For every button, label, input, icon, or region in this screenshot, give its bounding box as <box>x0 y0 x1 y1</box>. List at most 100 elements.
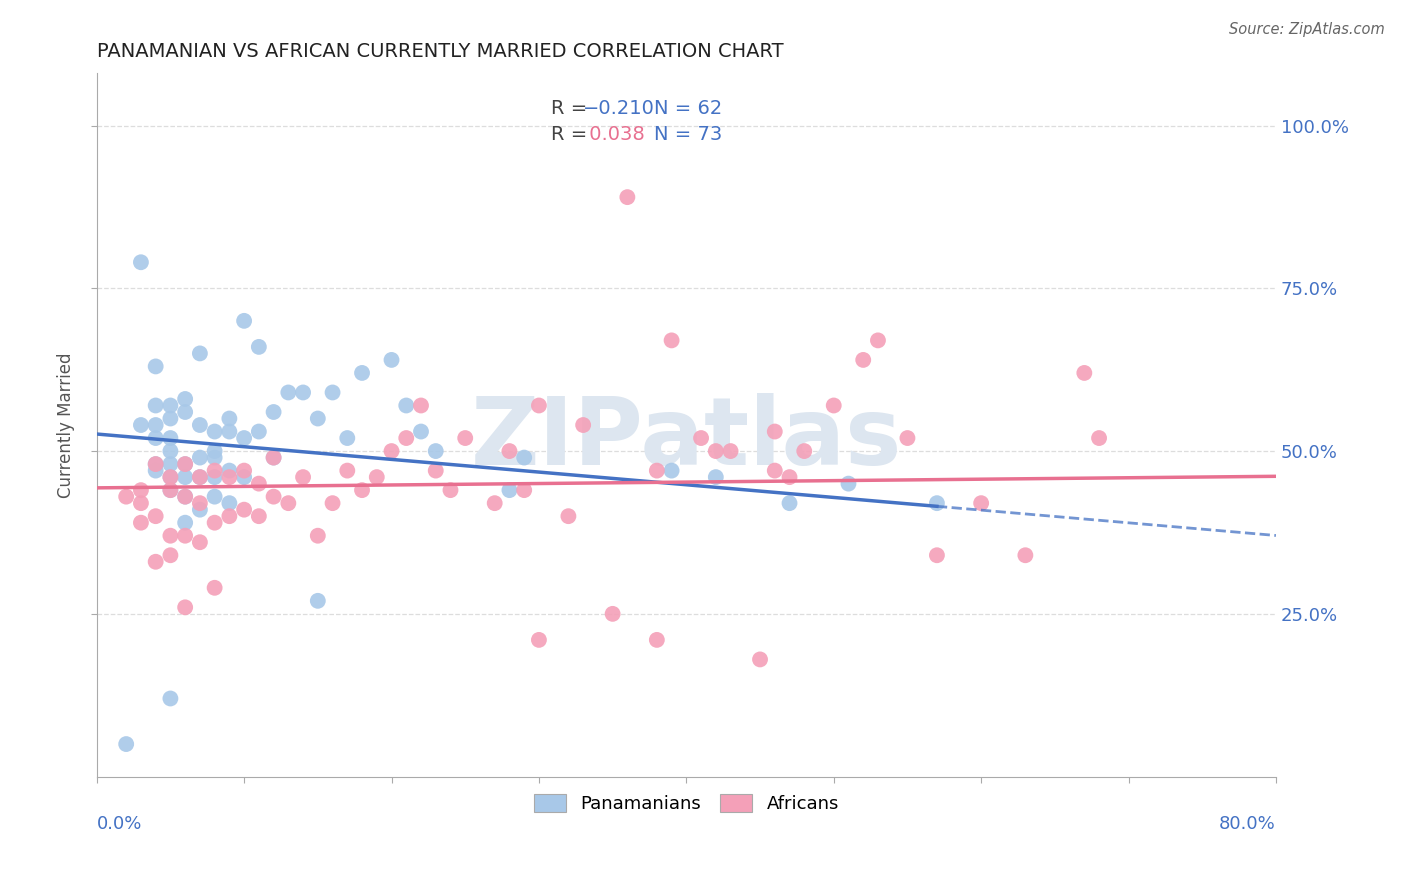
Point <box>204 450 226 465</box>
Point <box>218 411 240 425</box>
Point <box>292 385 315 400</box>
Point <box>129 255 152 269</box>
Point <box>174 600 197 615</box>
Point <box>350 483 373 497</box>
Point <box>263 490 285 504</box>
Point <box>409 399 432 413</box>
Point <box>159 483 181 497</box>
Point <box>188 470 211 484</box>
Point <box>645 632 668 647</box>
Point <box>174 490 197 504</box>
Point <box>233 464 256 478</box>
Text: 0.0%: 0.0% <box>97 815 142 833</box>
Point <box>1088 431 1111 445</box>
Point <box>218 464 240 478</box>
Point <box>322 496 344 510</box>
Point <box>704 470 727 484</box>
Point <box>145 464 167 478</box>
Point <box>145 457 167 471</box>
Point <box>277 385 299 400</box>
Point <box>454 431 477 445</box>
Point <box>322 385 344 400</box>
Point <box>1073 366 1095 380</box>
Point <box>925 496 948 510</box>
Point <box>159 470 181 484</box>
Point <box>233 314 256 328</box>
Point <box>115 737 138 751</box>
Point <box>1014 548 1036 562</box>
Point <box>129 516 152 530</box>
Point <box>247 425 270 439</box>
Point <box>115 490 138 504</box>
Point <box>145 431 167 445</box>
Point <box>970 496 993 510</box>
Point <box>129 496 152 510</box>
Point <box>233 470 256 484</box>
Point <box>557 509 579 524</box>
Point <box>159 411 181 425</box>
Point <box>292 470 315 484</box>
Text: N = 73: N = 73 <box>655 125 723 145</box>
Point <box>645 464 668 478</box>
Point <box>174 529 197 543</box>
Point <box>233 431 256 445</box>
Point <box>159 444 181 458</box>
Text: R =: R = <box>551 125 593 145</box>
Point <box>852 352 875 367</box>
Point <box>218 470 240 484</box>
Point <box>145 509 167 524</box>
Point <box>159 470 181 484</box>
Point <box>395 431 418 445</box>
Point <box>661 334 683 348</box>
Point <box>866 334 889 348</box>
Point <box>336 464 359 478</box>
Point <box>793 444 815 458</box>
Point <box>307 411 329 425</box>
Text: −0.210: −0.210 <box>582 99 654 119</box>
Point <box>159 529 181 543</box>
Point <box>145 457 167 471</box>
Point <box>896 431 918 445</box>
Point <box>263 450 285 465</box>
Point <box>380 352 402 367</box>
Point <box>484 496 506 510</box>
Legend: Panamanians, Africans: Panamanians, Africans <box>527 787 846 821</box>
Point <box>307 594 329 608</box>
Point <box>749 652 772 666</box>
Point <box>159 548 181 562</box>
Point <box>145 399 167 413</box>
Point <box>763 464 786 478</box>
Point <box>763 425 786 439</box>
Point <box>439 483 461 497</box>
Point <box>395 399 418 413</box>
Point <box>513 483 536 497</box>
Point <box>336 431 359 445</box>
Point <box>704 444 727 458</box>
Point <box>218 509 240 524</box>
Point <box>129 417 152 432</box>
Text: PANAMANIAN VS AFRICAN CURRENTLY MARRIED CORRELATION CHART: PANAMANIAN VS AFRICAN CURRENTLY MARRIED … <box>97 42 783 61</box>
Point <box>925 548 948 562</box>
Point <box>277 496 299 510</box>
Point <box>527 399 550 413</box>
Point <box>218 496 240 510</box>
Point <box>188 535 211 549</box>
Text: N = 62: N = 62 <box>655 99 723 119</box>
Point <box>145 555 167 569</box>
Point <box>174 457 197 471</box>
Point <box>779 470 801 484</box>
Point <box>247 340 270 354</box>
Point <box>159 483 181 497</box>
Point <box>174 392 197 406</box>
Point <box>218 425 240 439</box>
Point <box>174 490 197 504</box>
Point <box>204 444 226 458</box>
Point <box>307 529 329 543</box>
Point <box>159 691 181 706</box>
Point <box>498 444 520 458</box>
Point <box>572 417 595 432</box>
Point <box>174 457 197 471</box>
Point <box>204 425 226 439</box>
Point <box>823 399 845 413</box>
Point <box>380 444 402 458</box>
